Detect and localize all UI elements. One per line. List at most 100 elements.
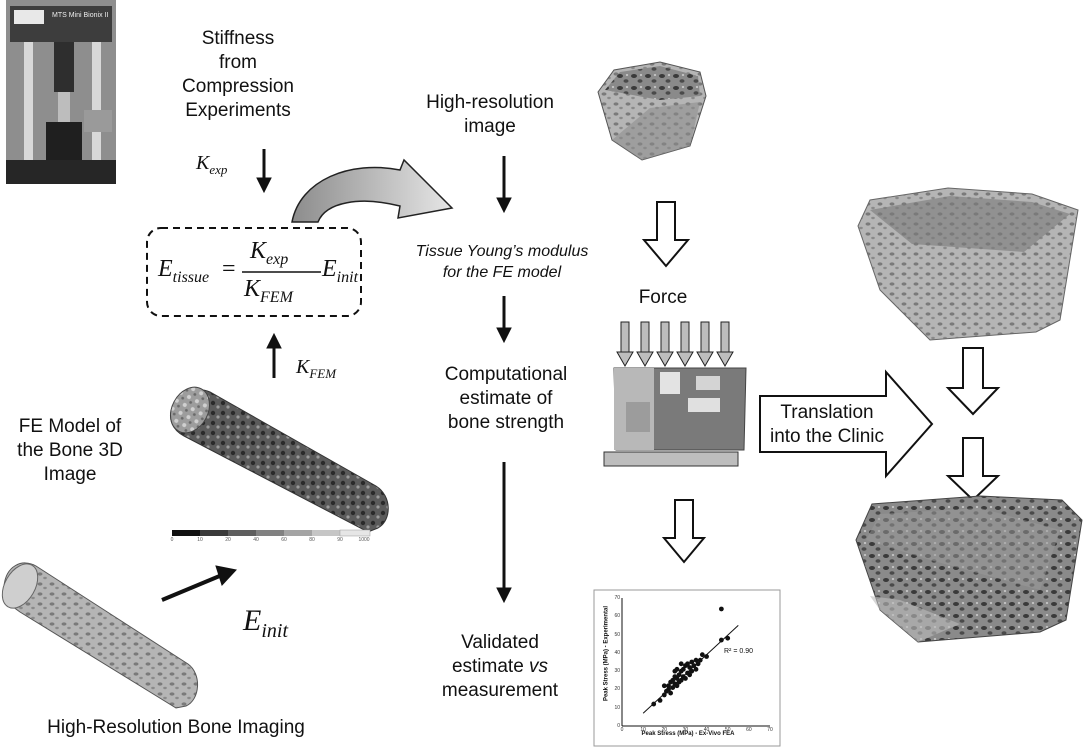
colorbar-tick-label: 1000 [358, 537, 370, 543]
loaded-specimen [603, 367, 747, 467]
scatter-point [685, 661, 690, 667]
equation-lhs: Etissue [158, 256, 210, 286]
scatter-point [674, 666, 680, 672]
force-arrow-shaft [680, 321, 690, 353]
fe-model-cylinder [170, 386, 389, 533]
clinical-scan-top [857, 187, 1079, 341]
scatter-y-tick: 50 [614, 631, 620, 638]
scatter-x-tick: 40 [703, 727, 710, 733]
force-arrow-head [716, 351, 734, 368]
scatter-point [674, 676, 680, 681]
colorbar-tick-label: 0 [170, 537, 174, 543]
scatter-y-tick: 70 [614, 595, 620, 601]
scatter-point [661, 683, 667, 689]
scatter-point [678, 677, 684, 683]
scatter-point [668, 690, 674, 696]
e-init-symbol: Einit [243, 604, 288, 642]
scatter-point [680, 666, 686, 672]
equation-denominator: KFEM [244, 276, 293, 306]
force-arrow-shaft [700, 321, 710, 353]
force-arrow-shaft [660, 321, 670, 353]
scatter-point [661, 692, 667, 698]
equation-rhs: Einit [322, 256, 359, 286]
colorbar-tick-label: 60 [281, 537, 287, 543]
scatter-point [689, 659, 695, 665]
scatter-point [651, 701, 657, 707]
translation-label: Translation into the Clinic [769, 402, 885, 447]
equation-numerator: Kexp [250, 238, 289, 268]
force-arrow-head [676, 351, 694, 368]
equation-equals: = [222, 256, 236, 282]
scatter-point [676, 672, 682, 678]
scatter-point [687, 672, 693, 678]
hr-bone-cylinder [1, 562, 198, 709]
scatter-point [657, 698, 663, 703]
scatter-y-tick: 0 [617, 723, 620, 729]
scatter-point [693, 657, 699, 663]
scatter-point [689, 668, 695, 674]
scatter-y-tick: 20 [614, 686, 620, 693]
scatter-point [693, 666, 699, 672]
force-label: Force [638, 287, 688, 308]
fe-model-label: FE Model of the Bone 3D Image [17, 416, 123, 485]
trabecular-cube-image [597, 61, 707, 161]
machine-label: MTS Mini Bionix II [52, 12, 109, 19]
stiffness-label: Stiffness from Compression Experiments [182, 28, 294, 121]
k-fem-symbol: KFEM [296, 356, 337, 381]
scatter-point [697, 657, 703, 663]
force-arrow-shaft [620, 321, 630, 353]
scatter-point [670, 685, 676, 690]
solid-arrows [161, 149, 512, 604]
scatter-x-label: Peak Stress (MPa) - Ex-Vivo FEA [641, 731, 735, 737]
high-res-image-label: High-resolution image [426, 92, 554, 137]
scatter-y-tick: 40 [614, 649, 620, 656]
scatter-point [691, 663, 697, 669]
scatter-point [678, 661, 684, 667]
computational-label: Computational estimate of bone strength [444, 364, 568, 433]
colorbar-tick-label: 10 [197, 537, 203, 543]
scatter-point [666, 683, 671, 689]
clinical-scan-bottom [855, 495, 1083, 643]
force-arrow-head [636, 351, 654, 368]
scatter-x-tick: 0 [620, 727, 624, 733]
force-arrow-head [616, 351, 634, 368]
scatter-point [687, 665, 693, 670]
hr-bone-imaging-label: High-Resolution Bone Imaging [47, 717, 305, 738]
scatter-point [670, 677, 676, 683]
scatter-x-tick: 10 [640, 727, 646, 733]
colorbar-tick-label: 40 [253, 537, 259, 543]
force-arrows [616, 321, 734, 368]
scatter-point [704, 654, 709, 659]
curved-arrow [291, 158, 454, 223]
scatter-point [683, 676, 688, 681]
scatter-x-tick: 30 [682, 727, 689, 733]
k-exp-symbol: Kexp [196, 152, 228, 177]
scatter-point [695, 661, 701, 667]
fe-colorbar [172, 529, 371, 537]
scatter-point [725, 635, 731, 641]
scatter-y-tick: 10 [614, 704, 620, 711]
scatter-y-tick: 30 [614, 668, 620, 675]
scatter-x-tick: 70 [767, 727, 773, 733]
force-arrow-head [696, 351, 714, 368]
scatter-x-tick: 60 [746, 727, 752, 733]
compression-machine-photo [6, 0, 116, 184]
force-arrow-head [656, 351, 674, 368]
scatter-point [718, 637, 724, 643]
scatter-point [674, 683, 680, 689]
scatter-plot [593, 589, 781, 747]
colorbar-tick-label: 80 [309, 537, 315, 543]
colorbar-tick-label: 20 [225, 537, 231, 543]
scatter-x-tick: 20 [661, 727, 668, 733]
hollow-arrows [641, 201, 1001, 564]
scatter-x-tick: 50 [724, 727, 731, 733]
force-arrow-shaft [720, 321, 730, 353]
tissue-modulus-label: Tissue Young’s modulus for the FE model [415, 243, 589, 281]
colorbar-tick-label: 90 [337, 537, 343, 543]
scatter-point [666, 687, 671, 692]
validated-label: Validated estimate vs measurement [441, 632, 559, 701]
scatter-point [718, 606, 724, 612]
scatter-point [699, 652, 705, 658]
